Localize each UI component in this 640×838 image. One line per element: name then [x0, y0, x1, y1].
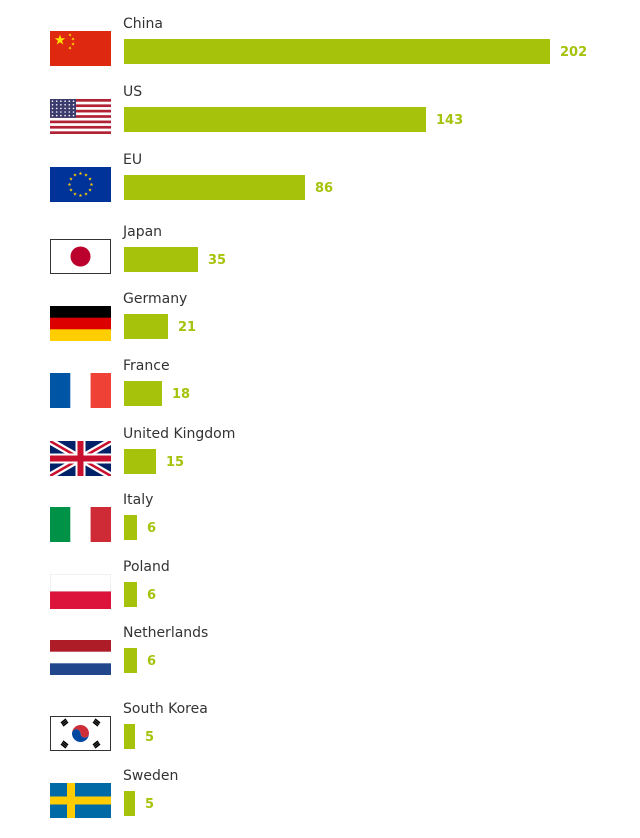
south-korea-flag-icon [50, 716, 111, 751]
sweden-flag-icon [50, 783, 111, 818]
data-label: 5 [145, 797, 155, 812]
chart-row: United Kingdom 15 [0, 426, 640, 486]
chart-row: Sweden 5 [0, 768, 640, 828]
chart-row: Poland 6 [0, 559, 640, 619]
data-label: 15 [166, 455, 185, 470]
data-label: 143 [436, 113, 464, 128]
bar [124, 381, 162, 406]
category-label: US [123, 84, 143, 100]
data-label: 6 [147, 588, 157, 603]
poland-flag-icon [50, 574, 111, 609]
uk-flag-icon [50, 441, 111, 476]
data-label: 202 [560, 45, 588, 60]
chart-row: South Korea 5 [0, 701, 640, 761]
data-label: 21 [178, 320, 197, 335]
category-label: France [123, 358, 170, 374]
chart-row: Netherlands 6 [0, 625, 640, 685]
bar [124, 107, 426, 132]
bar [124, 449, 156, 474]
data-label: 35 [208, 253, 227, 268]
category-label: South Korea [123, 701, 208, 717]
france-flag-icon [50, 373, 111, 408]
data-label: 5 [145, 730, 155, 745]
data-label: 6 [147, 654, 157, 669]
bar [124, 648, 137, 673]
netherlands-flag-icon [50, 640, 111, 675]
category-label: Sweden [123, 768, 179, 784]
data-label: 86 [315, 181, 334, 196]
category-label: China [123, 16, 163, 32]
us-flag-icon [50, 99, 111, 134]
bar [124, 175, 305, 200]
bar [124, 515, 137, 540]
data-label: 6 [147, 521, 157, 536]
bar [124, 724, 135, 749]
chart-row: US 143 [0, 84, 640, 144]
chart-row: China 202 [0, 16, 640, 76]
eu-flag-icon [50, 167, 111, 202]
category-label: Japan [123, 224, 163, 240]
category-label: United Kingdom [123, 426, 236, 442]
category-label: EU [123, 152, 143, 168]
japan-flag-icon [50, 239, 111, 274]
bar [124, 314, 168, 339]
bar [124, 247, 198, 272]
chart-row: Japan 35 [0, 224, 640, 284]
data-label: 18 [172, 387, 191, 402]
bar [124, 39, 550, 64]
china-flag-icon [50, 31, 111, 66]
bar [124, 582, 137, 607]
category-label: Poland [123, 559, 170, 575]
bar [124, 791, 135, 816]
category-label: Italy [123, 492, 154, 508]
chart-row: Italy 6 [0, 492, 640, 552]
germany-flag-icon [50, 306, 111, 341]
category-label: Netherlands [123, 625, 209, 641]
chart-row: Germany 21 [0, 291, 640, 351]
italy-flag-icon [50, 507, 111, 542]
category-label: Germany [123, 291, 188, 307]
chart-row: France 18 [0, 358, 640, 418]
chart-row: EU 86 [0, 152, 640, 212]
